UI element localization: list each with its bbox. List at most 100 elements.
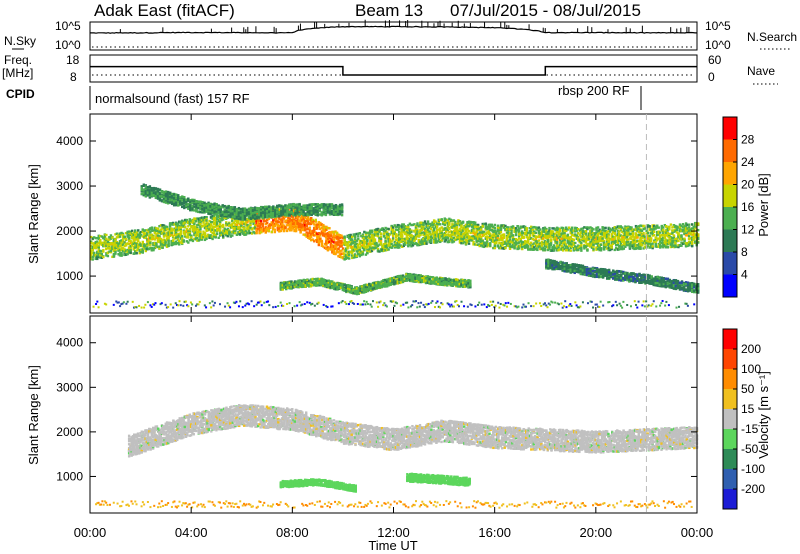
scatter-point (209, 223, 213, 226)
scatter-point (208, 223, 211, 226)
scatter-point (543, 235, 547, 239)
scatter-point (185, 240, 189, 243)
scatter-point (149, 238, 152, 241)
scatter-point (165, 232, 169, 235)
scatter-point (524, 231, 527, 234)
scatter-point (357, 237, 360, 241)
scatter-point (202, 230, 205, 233)
scatter-point (114, 250, 117, 253)
scatter-point (191, 225, 195, 228)
scatter-point (241, 220, 245, 223)
scatter-point (90, 249, 93, 253)
scatter-point (637, 242, 641, 246)
scatter-point (326, 227, 330, 230)
scatter-point (407, 229, 410, 232)
scatter-point (294, 219, 298, 223)
scatter-point (272, 224, 275, 227)
scatter-point (376, 244, 380, 248)
scatter-point (325, 241, 328, 245)
scatter-point (616, 237, 619, 241)
scatter-point (337, 254, 340, 258)
scatter-point (159, 237, 163, 241)
scatter-point (398, 233, 401, 236)
scatter-point (223, 232, 226, 235)
scatter-point (176, 233, 179, 236)
scatter-point (363, 239, 366, 243)
scatter-point (584, 239, 588, 242)
scatter-point (334, 234, 337, 238)
scatter-point (401, 225, 404, 228)
scatter-point (399, 237, 402, 241)
scatter-point (577, 228, 580, 231)
scatter-point (206, 233, 210, 237)
scatter-point (179, 236, 182, 240)
scatter-point (147, 234, 151, 238)
scatter-point (419, 224, 422, 227)
scatter-point (293, 223, 296, 226)
scatter-point (511, 225, 515, 228)
scatter-point (162, 238, 166, 241)
scatter-point (90, 253, 93, 256)
scatter-point (607, 244, 610, 248)
scatter-point (489, 226, 492, 229)
scatter-point (261, 225, 264, 228)
scatter-point (344, 241, 348, 244)
scatter-point (569, 235, 572, 239)
scatter-point (622, 229, 626, 233)
scatter-point (193, 230, 196, 233)
scatter-point (631, 246, 635, 250)
scatter-point (334, 241, 337, 244)
scatter-point (384, 242, 387, 246)
scatter-point (633, 244, 636, 248)
scatter-point (205, 223, 208, 227)
scatter-point (91, 255, 94, 259)
scatter-point (612, 238, 615, 241)
scatter-point (466, 223, 469, 226)
scatter-point (519, 233, 522, 236)
scatter-point (524, 225, 527, 229)
scatter-point (247, 225, 251, 228)
scatter-point (94, 244, 97, 247)
scatter-point (543, 233, 547, 237)
scatter-point (475, 238, 478, 241)
scatter-point (637, 230, 641, 234)
scatter-point (99, 256, 102, 259)
scatter-point (464, 228, 468, 231)
scatter-point (159, 224, 163, 227)
scatter-point (598, 232, 601, 235)
scatter-point (182, 223, 185, 226)
scatter-point (452, 231, 456, 234)
scatter-point (159, 241, 163, 244)
scatter-point (624, 228, 627, 231)
scatter-point (328, 240, 331, 244)
scatter-point (369, 237, 372, 241)
scatter-point (440, 218, 443, 222)
scatter-point (381, 228, 384, 231)
scatter-point (382, 242, 386, 246)
scatter-point (432, 239, 436, 243)
scatter-point (455, 238, 459, 241)
scatter-point (610, 228, 613, 232)
scatter-point (96, 246, 99, 249)
scatter-point (580, 231, 583, 234)
scatter-point (100, 254, 104, 257)
scatter-point (114, 248, 117, 251)
scatter-point (484, 226, 487, 230)
scatter-point (114, 246, 117, 250)
scatter-point (618, 232, 621, 236)
scatter-point (141, 245, 144, 248)
scatter-point (505, 239, 509, 243)
scatter-point (182, 224, 185, 228)
scatter-point (630, 240, 633, 244)
scatter-point (299, 219, 302, 222)
scatter-point (554, 232, 557, 235)
scatter-point (490, 234, 494, 237)
scatter-point (193, 227, 196, 231)
scatter-point (290, 218, 293, 222)
scatter-point (200, 238, 204, 241)
cpid-segment-2: rbsp 200 RF (558, 83, 630, 98)
scatter-point (243, 227, 246, 230)
scatter-point (596, 241, 600, 245)
scatter-point (464, 225, 468, 229)
scatter-point (181, 220, 184, 223)
